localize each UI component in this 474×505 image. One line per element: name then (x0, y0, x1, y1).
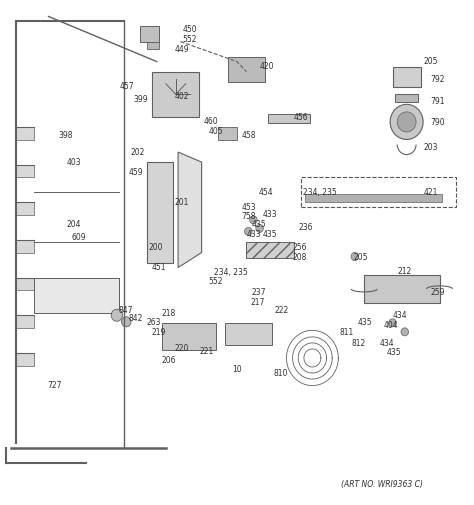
Text: 237: 237 (251, 288, 265, 297)
Text: 399: 399 (133, 95, 148, 104)
Text: 810: 810 (274, 369, 288, 378)
Polygon shape (16, 203, 35, 215)
Text: 220: 220 (175, 344, 189, 354)
Bar (228, 57, 265, 82)
Text: 453: 453 (242, 203, 256, 212)
Circle shape (245, 227, 252, 235)
Text: 609: 609 (71, 233, 86, 242)
Circle shape (250, 216, 257, 224)
Bar (364, 275, 439, 302)
Text: 212: 212 (397, 267, 411, 276)
Bar (392, 67, 421, 87)
Text: 456: 456 (293, 114, 308, 122)
Text: 259: 259 (430, 288, 445, 297)
Text: 435: 435 (263, 230, 278, 239)
Bar (140, 26, 159, 41)
Text: 434: 434 (379, 339, 394, 348)
Polygon shape (246, 242, 293, 258)
Text: (ART NO. WRI9363 C): (ART NO. WRI9363 C) (341, 480, 423, 488)
Circle shape (351, 252, 358, 261)
Text: 222: 222 (275, 306, 289, 315)
Text: 263: 263 (146, 318, 161, 327)
Bar (147, 162, 173, 263)
Text: 727: 727 (47, 381, 62, 390)
Text: 758: 758 (242, 212, 256, 221)
Circle shape (121, 317, 131, 327)
Text: 460: 460 (204, 118, 219, 126)
Bar (162, 323, 216, 350)
Text: 203: 203 (423, 142, 438, 152)
Polygon shape (16, 240, 35, 252)
Text: 457: 457 (119, 82, 134, 91)
Text: 811: 811 (340, 328, 354, 337)
Polygon shape (16, 127, 35, 139)
Text: 219: 219 (151, 328, 165, 337)
Polygon shape (16, 165, 35, 177)
Text: 433: 433 (246, 230, 261, 239)
Text: 234, 235: 234, 235 (214, 268, 248, 277)
Polygon shape (16, 315, 35, 328)
Text: 218: 218 (162, 309, 176, 318)
Text: 404: 404 (384, 321, 399, 330)
Text: 458: 458 (242, 131, 256, 140)
Bar (395, 94, 419, 102)
Polygon shape (178, 152, 201, 268)
Bar (225, 323, 273, 345)
Text: 552: 552 (183, 34, 197, 43)
Circle shape (401, 328, 409, 336)
Circle shape (390, 105, 423, 139)
Bar (35, 278, 119, 313)
Text: 403: 403 (66, 158, 81, 167)
Text: 221: 221 (199, 347, 214, 357)
Bar (152, 72, 199, 117)
Circle shape (389, 319, 396, 327)
Text: 201: 201 (175, 198, 189, 207)
Bar (268, 114, 310, 123)
Text: 847: 847 (118, 306, 133, 315)
Text: 435: 435 (387, 348, 401, 358)
Text: 812: 812 (351, 339, 365, 348)
Text: 204: 204 (66, 220, 81, 229)
Text: 552: 552 (209, 277, 223, 286)
Polygon shape (16, 278, 35, 290)
Text: 402: 402 (175, 92, 189, 102)
Text: 256: 256 (292, 243, 307, 252)
Bar (305, 194, 442, 203)
Bar (147, 41, 159, 49)
Text: 433: 433 (263, 211, 278, 219)
Text: 236: 236 (298, 223, 313, 232)
Text: 791: 791 (430, 97, 445, 107)
Text: 205: 205 (423, 57, 438, 66)
Text: 459: 459 (128, 168, 143, 177)
Bar (301, 177, 456, 207)
Circle shape (397, 112, 416, 132)
Text: 202: 202 (131, 147, 146, 157)
Text: 217: 217 (250, 298, 264, 307)
Text: 449: 449 (175, 44, 190, 54)
Text: 200: 200 (148, 243, 163, 252)
Text: 435: 435 (251, 220, 266, 229)
Text: 234, 235: 234, 235 (303, 188, 337, 197)
Text: 450: 450 (183, 25, 198, 33)
Text: 435: 435 (357, 318, 372, 327)
Text: 421: 421 (423, 188, 438, 197)
Circle shape (256, 224, 264, 232)
Text: 208: 208 (292, 253, 307, 262)
Text: 790: 790 (430, 119, 445, 127)
Text: 434: 434 (392, 311, 407, 320)
Text: 792: 792 (430, 75, 445, 84)
Text: 842: 842 (128, 314, 143, 323)
Text: 451: 451 (151, 263, 166, 272)
Text: 205: 205 (354, 253, 368, 262)
Text: 405: 405 (209, 127, 223, 136)
Text: 206: 206 (162, 356, 176, 365)
Text: 420: 420 (260, 62, 274, 71)
Text: 10: 10 (232, 365, 242, 374)
Text: 398: 398 (58, 131, 73, 140)
Circle shape (111, 309, 122, 321)
Polygon shape (16, 353, 35, 366)
Text: 454: 454 (258, 188, 273, 197)
Bar (218, 127, 237, 139)
